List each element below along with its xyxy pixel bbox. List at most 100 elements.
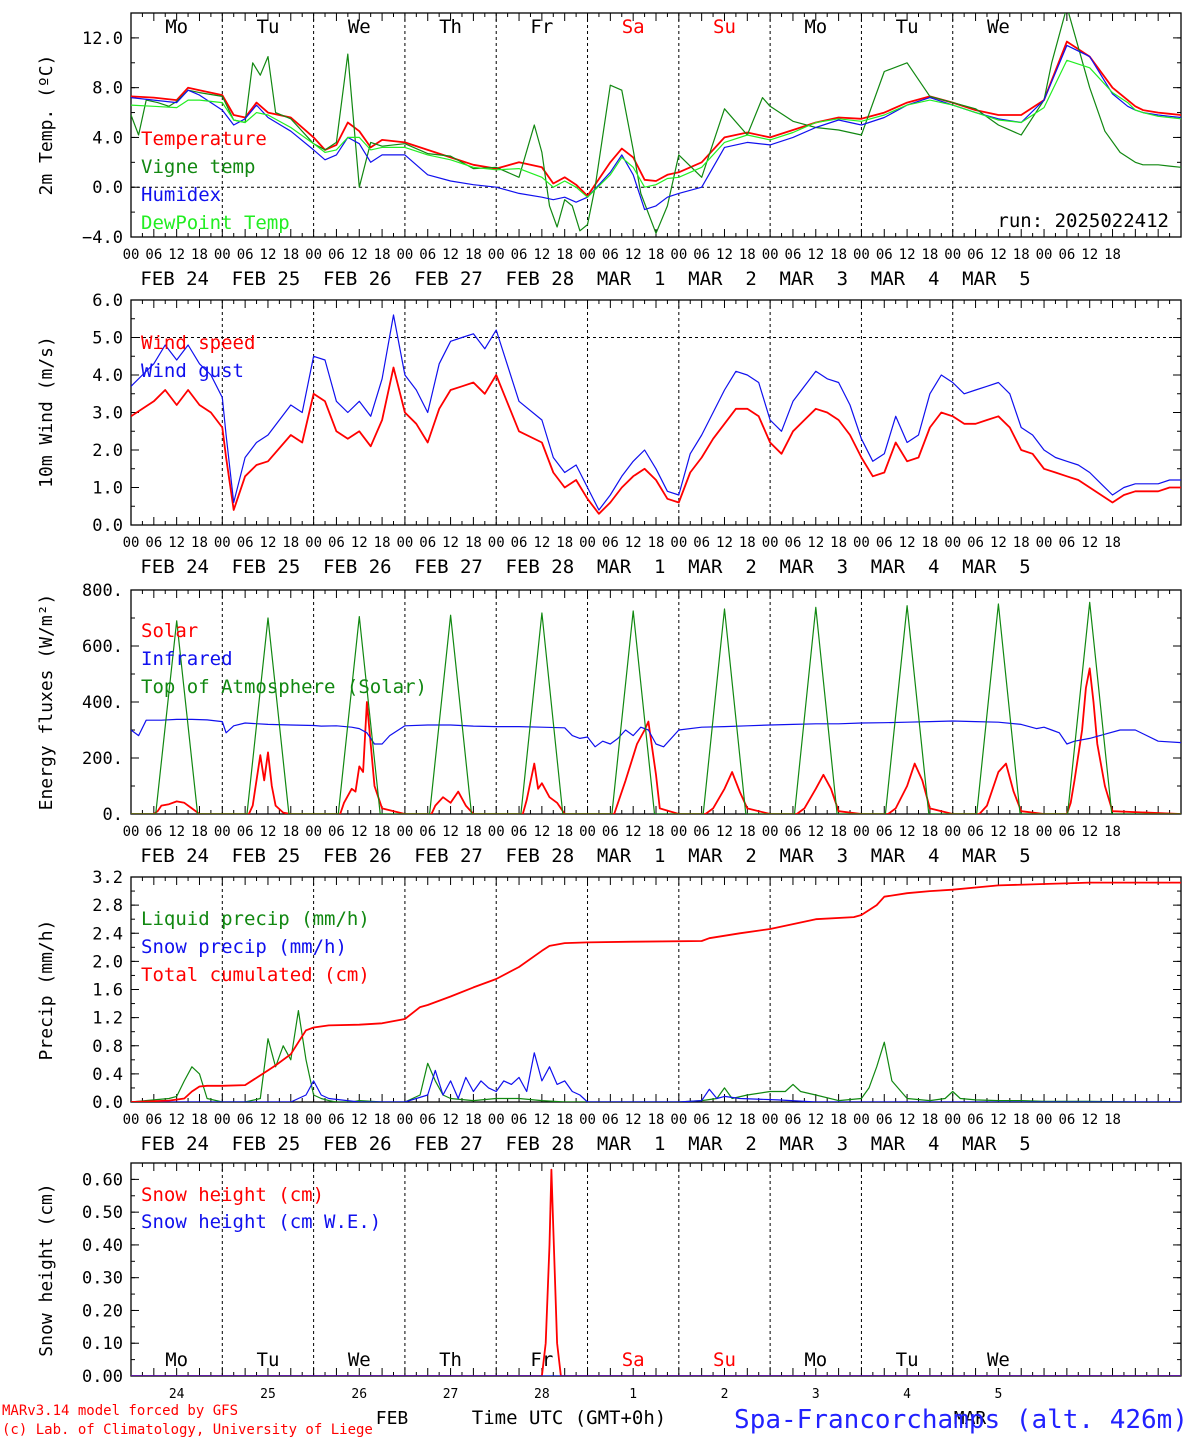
- y-axis-label: Snow height (cm): [36, 1183, 57, 1356]
- day-number-label: 1: [629, 1387, 637, 1402]
- hour-label: 18: [739, 1112, 756, 1128]
- y-tick-label: 0.30: [82, 1269, 123, 1289]
- hour-label: 00: [123, 247, 140, 263]
- day-of-week-label: Mo: [804, 1349, 827, 1371]
- date-label: MAR 2: [688, 268, 757, 290]
- hour-label: 06: [1058, 824, 1075, 840]
- hour-label: 00: [305, 247, 322, 263]
- hour-label: 12: [260, 535, 277, 551]
- hour-label: 12: [533, 535, 550, 551]
- day-number-label: 5: [994, 1387, 1002, 1402]
- y-tick-label: 4.0: [92, 366, 123, 386]
- credit-line-1: MARv3.14 model forced by GFS: [2, 1403, 238, 1419]
- legend-entry: Vigne temp: [141, 156, 255, 178]
- hour-label: 18: [921, 1112, 938, 1128]
- hour-label: 18: [374, 535, 391, 551]
- day-of-week-label: We: [987, 1349, 1010, 1371]
- series-line: [131, 40, 1181, 197]
- series-line: [131, 13, 1181, 234]
- hour-label: 06: [785, 535, 802, 551]
- day-number-label: 24: [169, 1387, 185, 1402]
- day-of-week-label: Tu: [896, 1349, 919, 1371]
- hour-label: 06: [876, 1112, 893, 1128]
- hour-label: 18: [1104, 1112, 1121, 1128]
- hour-label: 12: [990, 535, 1007, 551]
- y-tick-label: 5.0: [92, 329, 123, 349]
- time-axis-label: Time UTC (GMT+0h): [472, 1407, 666, 1429]
- hour-label: 06: [876, 824, 893, 840]
- hour-label: 00: [123, 824, 140, 840]
- hour-label: 06: [511, 1112, 528, 1128]
- day-number-label: 2: [721, 1387, 729, 1402]
- y-axis-label: Precip (mm/h): [36, 920, 57, 1061]
- hour-label: 06: [785, 247, 802, 263]
- hour-label: 06: [1058, 535, 1075, 551]
- hour-label: 00: [853, 824, 870, 840]
- panel-5: 0.60 0.50 0.40 0.30 0.20 0.10 0.00 Snow height …: [36, 1162, 1182, 1429]
- day-of-week-label: Sa: [622, 1349, 645, 1371]
- hour-label: 12: [807, 247, 824, 263]
- hour-label: 06: [967, 1112, 984, 1128]
- date-label: MAR 4: [871, 268, 940, 290]
- hour-label: 18: [739, 824, 756, 840]
- day-of-week-label: Tu: [896, 16, 919, 38]
- date-label: MAR 2: [688, 1133, 757, 1155]
- day-of-week-label: Su: [713, 16, 736, 38]
- hour-label: 00: [944, 824, 961, 840]
- y-tick-label: 8.0: [92, 79, 123, 99]
- hour-label: 00: [214, 535, 231, 551]
- hour-label: 00: [305, 535, 322, 551]
- date-label: MAR 2: [688, 556, 757, 578]
- plot-frame: [130, 12, 1182, 238]
- hour-label: 18: [556, 535, 573, 551]
- series-line: [131, 1168, 1181, 1376]
- hour-label: 18: [465, 824, 482, 840]
- hour-label: 06: [967, 535, 984, 551]
- hour-label: 18: [830, 247, 847, 263]
- y-tick-label: 2.8: [92, 896, 123, 916]
- y-axis-label: 2m Temp. (ºC): [36, 55, 57, 196]
- day-of-week-label: Mo: [165, 1349, 188, 1371]
- hour-label: 12: [260, 824, 277, 840]
- date-label: MAR 5: [962, 268, 1031, 290]
- hour-label: 12: [1081, 1112, 1098, 1128]
- hour-label: 12: [899, 1112, 916, 1128]
- hour-label: 12: [1081, 247, 1098, 263]
- legend-entry: Solar: [141, 620, 198, 642]
- hour-label: 18: [191, 1112, 208, 1128]
- day-of-week-label: Tu: [257, 16, 280, 38]
- hour-label: 18: [739, 535, 756, 551]
- panel-2: 6.0 5.0 4.0 3.0 2.0 1.0 0.0 10m Wind (m/s) 00 06 1…: [36, 291, 1182, 578]
- date-label: FEB 24: [140, 268, 209, 290]
- hour-label: 00: [214, 824, 231, 840]
- day-number-label: 4: [903, 1387, 911, 1402]
- hour-label: 00: [123, 1112, 140, 1128]
- legend-entry: Wind gust: [141, 360, 244, 382]
- y-tick-label: 12.0: [82, 29, 123, 49]
- y-tick-label: 2.4: [92, 924, 123, 944]
- hour-label: 06: [145, 1112, 162, 1128]
- hour-label: 06: [693, 824, 710, 840]
- hour-label: 00: [1036, 824, 1053, 840]
- hour-label: 06: [419, 247, 436, 263]
- date-label: MAR 1: [597, 268, 666, 290]
- date-label: MAR 2: [688, 845, 757, 867]
- hour-label: 06: [145, 535, 162, 551]
- hour-label: 18: [1104, 535, 1121, 551]
- station-label: Spa-Francorchamps (alt. 426m): [734, 1405, 1188, 1435]
- hour-label: 18: [830, 535, 847, 551]
- legend-entry: Infrared: [141, 648, 233, 670]
- hour-label: 00: [944, 535, 961, 551]
- y-tick-label: 0.8: [92, 1037, 123, 1057]
- hour-label: 06: [237, 535, 254, 551]
- hour-label: 00: [305, 824, 322, 840]
- hour-label: 00: [1036, 1112, 1053, 1128]
- run-label: run: 2025022412: [997, 210, 1169, 232]
- hour-label: 12: [625, 535, 642, 551]
- hour-label: 00: [762, 247, 779, 263]
- hour-label: 06: [693, 535, 710, 551]
- hour-label: 18: [374, 247, 391, 263]
- month-label-mar: MAR: [954, 1408, 987, 1429]
- y-tick-label: 1.6: [92, 981, 123, 1001]
